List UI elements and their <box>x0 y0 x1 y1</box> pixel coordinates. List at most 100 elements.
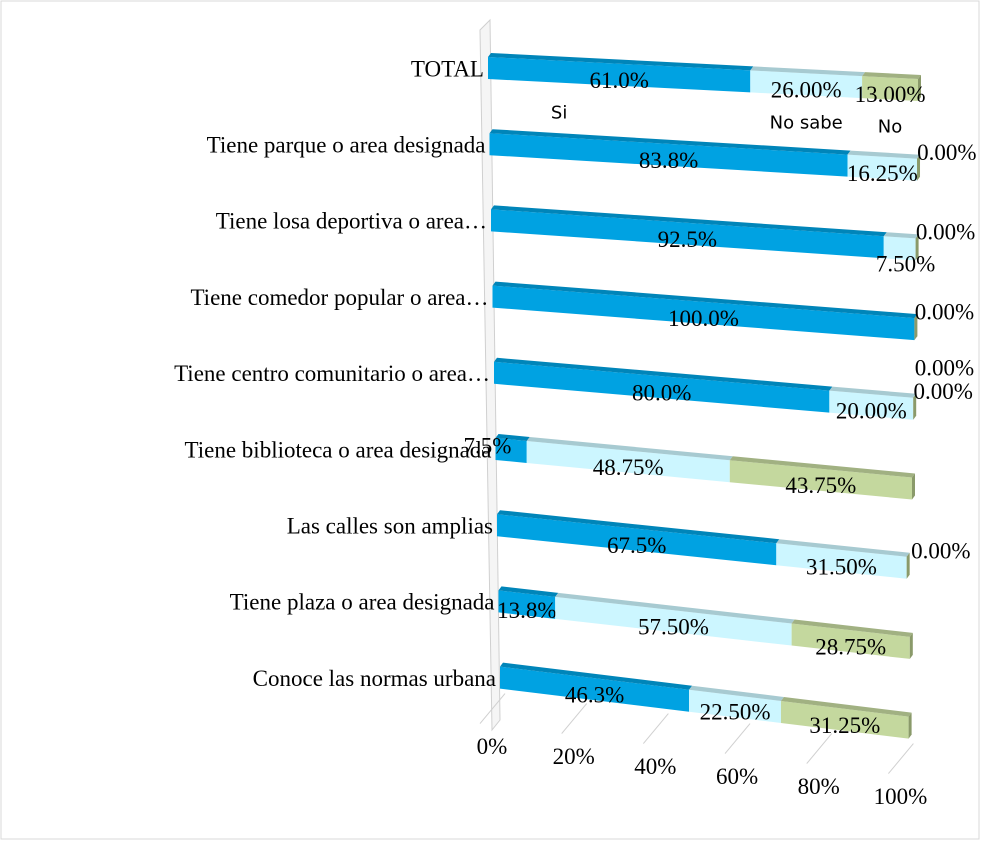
value-label: 92.5% <box>658 227 717 252</box>
grid-line <box>806 733 833 764</box>
category-label: Tiene comedor popular o area… <box>190 285 488 310</box>
value-label: 83.8% <box>639 148 698 173</box>
series-label: No <box>878 117 902 138</box>
value-label: 22.50% <box>700 700 771 725</box>
bar-segment <box>495 438 527 463</box>
bar-segment <box>862 76 918 101</box>
bar-top <box>500 662 693 690</box>
bar-top <box>488 53 754 71</box>
bar-top <box>862 72 921 79</box>
x-tick-label: 40% <box>634 754 676 779</box>
bar-segment <box>883 236 916 261</box>
value-label: 31.50% <box>806 554 877 579</box>
bar-segment <box>750 70 863 99</box>
x-tick-label: 80% <box>798 774 840 799</box>
grid-line <box>561 703 588 734</box>
value-label: 100.0% <box>668 306 739 331</box>
value-label: 7.50% <box>876 252 935 277</box>
value-label: 46.3% <box>565 682 624 707</box>
bar-top <box>494 357 833 391</box>
bar-segment <box>488 57 751 93</box>
bar-top <box>776 539 910 557</box>
bar-segment <box>497 514 777 566</box>
value-label: 43.75% <box>785 473 856 498</box>
bar-end <box>918 75 921 101</box>
value-label: 57.50% <box>638 614 709 639</box>
bar-top <box>495 434 530 441</box>
bar-top <box>883 232 919 239</box>
bar-top <box>729 456 915 478</box>
bar-top <box>489 129 851 155</box>
bar-end <box>908 712 912 739</box>
value-label: 48.75% <box>593 455 664 480</box>
bar-top <box>498 586 559 597</box>
series-label: Si <box>551 103 567 124</box>
bar-segment <box>776 543 907 579</box>
bar-segment <box>492 285 915 341</box>
value-label: 0.00% <box>913 379 972 404</box>
x-tick-label: 0% <box>477 734 508 759</box>
category-label: Tiene losa deportiva o area… <box>216 209 487 234</box>
category-label: Tiene parque o area designada <box>207 132 486 157</box>
value-label: 67.5% <box>607 533 666 558</box>
value-label: 26.00% <box>771 78 842 103</box>
category-label: Tiene centro comunitario o area… <box>174 361 490 386</box>
bar-segment <box>494 361 830 413</box>
bar-segment <box>780 701 909 739</box>
bar-end <box>913 393 917 420</box>
x-tick-label: 60% <box>716 764 758 789</box>
bar-segment <box>500 666 690 712</box>
value-label: 31.25% <box>809 713 880 738</box>
bar-top <box>750 66 866 77</box>
bar-segment <box>847 154 918 181</box>
category-label: Conoce las normas urbana <box>253 666 496 691</box>
bar-end <box>915 234 919 261</box>
bar-top <box>829 386 917 398</box>
x-tick-label: 20% <box>553 744 595 769</box>
bar-segment <box>829 390 914 420</box>
bar-segment <box>491 209 884 259</box>
value-label: 7.5% <box>464 433 512 458</box>
value-label: 0.00% <box>917 140 976 165</box>
value-label: 13.00% <box>855 82 926 107</box>
value-label: 0.00% <box>911 538 970 563</box>
category-label: Las calles son amplias <box>287 513 493 538</box>
bar-top <box>555 592 795 624</box>
value-label: 0.00% <box>915 355 974 380</box>
bar-end <box>917 154 921 181</box>
grid-line <box>642 713 669 744</box>
bar-top <box>780 697 912 717</box>
axis-wall <box>479 18 501 732</box>
value-label: 13.8% <box>497 598 556 623</box>
bar-top <box>526 436 733 461</box>
value-label: 0.00% <box>916 220 975 245</box>
bar-top <box>492 281 918 319</box>
bar-segment <box>489 133 848 177</box>
bar-top <box>491 205 887 237</box>
value-label: 28.75% <box>815 635 886 660</box>
value-label: 80.0% <box>632 380 691 405</box>
value-label: 20.00% <box>836 398 907 423</box>
bar-segment <box>689 689 781 723</box>
grid-line <box>724 723 751 754</box>
bar-segment <box>729 460 912 500</box>
bar-end <box>914 314 918 341</box>
bar-top <box>847 150 921 159</box>
grid-line <box>888 743 914 774</box>
bar-top <box>791 619 913 637</box>
bar-top <box>497 510 780 544</box>
category-label: Tiene biblioteca o area designada <box>185 437 492 462</box>
bar-segment <box>526 440 730 483</box>
category-label: Tiene plaza o area designada <box>230 590 495 615</box>
bar-end <box>912 473 915 500</box>
bar-segment <box>498 590 556 619</box>
bar-segment <box>791 623 910 659</box>
bar-end <box>909 632 913 659</box>
x-tick-label: 100% <box>874 784 928 809</box>
bar-end <box>906 552 910 579</box>
series-label: No sabe <box>770 112 843 133</box>
bar-segment <box>555 596 792 646</box>
value-label: 0.00% <box>915 299 974 324</box>
